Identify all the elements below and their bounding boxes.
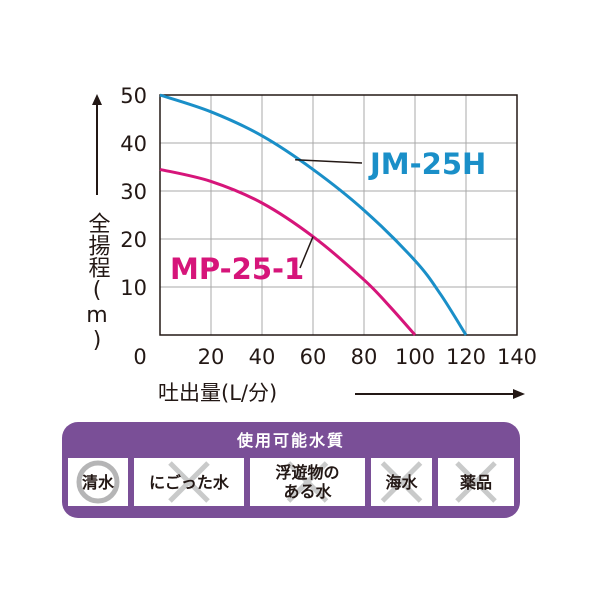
series-line-jm-25h: [159, 93, 468, 336]
y-tick-label: 30: [120, 180, 147, 204]
water-type-label: 薬品: [459, 472, 492, 492]
x-tick-label: 120: [446, 345, 486, 369]
y-axis-arrow-head: [92, 94, 102, 105]
x-tick-label: 40: [249, 345, 276, 369]
y-tick-label: 10: [120, 276, 147, 300]
x-tick-label: 60: [300, 345, 327, 369]
ok-circle-icon: [76, 460, 120, 504]
x-tick-label: 140: [497, 345, 537, 369]
table-header: 使用可能水質: [62, 422, 520, 456]
table-title: 使用可能水質: [236, 431, 345, 450]
water-type-label: にごった水: [149, 472, 229, 492]
x-axis-label: 吐出量(L/分): [158, 381, 277, 405]
water-type-cell: 浮遊物の ある水: [250, 458, 365, 506]
x-tick-label: 80: [351, 345, 378, 369]
y-tick-label: 20: [120, 228, 147, 252]
chart-grid: [160, 95, 517, 335]
water-type-label: 浮遊物の ある水: [275, 463, 340, 501]
leader-line-mp-25-1: [299, 236, 314, 269]
x-tick-label: 20: [198, 345, 225, 369]
ng-cross-icon: [455, 461, 497, 503]
y-axis-label: 全揚程(m): [85, 212, 111, 353]
water-type-cell: にごった水: [134, 458, 244, 506]
y-tick-label: 50: [120, 84, 147, 108]
performance-chart: 0 20 40 60 80 100 120 140 10 20 30 40 50 JM-25H MP-25…: [85, 84, 538, 405]
x-tick-label: 100: [395, 345, 435, 369]
y-tick-label: 40: [120, 132, 147, 156]
ng-cross-icon: [286, 461, 329, 503]
ng-cross-icon: [380, 461, 423, 503]
x-axis-arrow-head: [513, 389, 525, 399]
tick-labels: 0 20 40 60 80 100 120 140 10 20 30 40 50: [120, 84, 537, 369]
water-type-label: 清水: [81, 472, 114, 492]
water-type-cell: 海水: [371, 458, 432, 506]
water-type-cell: 清水: [68, 458, 128, 506]
usable-water-table: 使用可能水質 清水 にごった水 浮遊物の ある水 海水 薬品: [62, 422, 520, 518]
series-label-jm-25h: JM-25H: [368, 147, 486, 181]
ng-cross-icon: [168, 461, 210, 503]
x-tick-label: 0: [133, 345, 146, 369]
series-label-mp-25-1: MP-25-1: [170, 252, 304, 286]
plot-frame: [159, 94, 518, 336]
leader-line-jm-25h: [295, 159, 363, 164]
water-type-cell: 薬品: [438, 458, 514, 506]
water-type-label: 海水: [385, 472, 418, 492]
series-labels: JM-25H MP-25-1: [170, 147, 486, 286]
